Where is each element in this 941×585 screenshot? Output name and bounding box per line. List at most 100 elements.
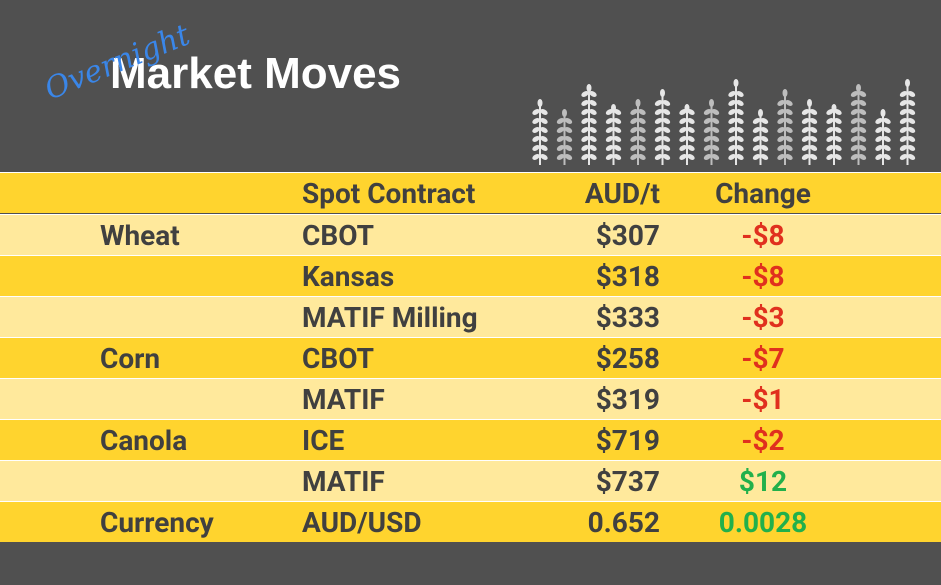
wheat-part bbox=[758, 109, 763, 117]
wheat-part bbox=[630, 118, 638, 124]
wheat-part bbox=[899, 118, 908, 124]
header: Market Moves Overnight bbox=[40, 17, 916, 165]
wheat-part bbox=[834, 136, 842, 142]
wheat-part bbox=[760, 154, 769, 160]
wheat-part bbox=[801, 136, 810, 142]
wheat-part bbox=[785, 154, 793, 160]
wheat-part bbox=[899, 100, 908, 106]
wheat-part bbox=[613, 109, 622, 115]
wheat-part bbox=[564, 154, 573, 160]
wheat-part bbox=[733, 79, 739, 87]
wheat-part bbox=[589, 91, 597, 97]
wheat-part bbox=[899, 136, 908, 142]
wheat-part bbox=[540, 154, 548, 160]
wheat-part bbox=[654, 118, 663, 124]
wheat-part bbox=[540, 109, 548, 115]
wheat-part bbox=[654, 136, 663, 142]
wheat-part bbox=[711, 145, 720, 151]
change: 0.0028 bbox=[718, 506, 808, 539]
wheat-part bbox=[662, 127, 671, 133]
wheat-part bbox=[728, 136, 736, 142]
wheat-part bbox=[581, 136, 589, 142]
wheat-part bbox=[630, 109, 638, 115]
wheat-part bbox=[611, 104, 616, 112]
wheat-part bbox=[883, 127, 891, 133]
wheat-part bbox=[586, 84, 592, 92]
wheat-part bbox=[556, 145, 565, 151]
wheat-part bbox=[826, 145, 834, 151]
wheat-part bbox=[907, 136, 916, 142]
wheat-part bbox=[654, 154, 663, 160]
wheat-part bbox=[556, 118, 565, 124]
wheat-part bbox=[589, 100, 597, 106]
wheat-part bbox=[687, 154, 695, 160]
wheat-part bbox=[679, 136, 687, 142]
wheat-part bbox=[883, 145, 891, 151]
wheat-part bbox=[662, 109, 671, 115]
price: $719 bbox=[595, 424, 660, 457]
wheat-part bbox=[801, 118, 810, 124]
wheat-part bbox=[711, 154, 720, 160]
wheat-part bbox=[711, 109, 720, 115]
wheat-part bbox=[777, 145, 785, 151]
wheat-part bbox=[532, 136, 540, 142]
wheat-part bbox=[875, 145, 883, 151]
wheat-part bbox=[777, 118, 785, 124]
commodity: Wheat bbox=[100, 219, 180, 252]
change: -$2 bbox=[741, 424, 785, 457]
wheat-part bbox=[540, 118, 548, 124]
wheat-part bbox=[581, 145, 589, 151]
wheat-part bbox=[777, 100, 785, 106]
wheat-part bbox=[638, 145, 646, 151]
commodity: Currency bbox=[100, 506, 214, 539]
wheat-part bbox=[834, 154, 842, 160]
wheat-part bbox=[589, 136, 597, 142]
wheat-part bbox=[858, 145, 867, 151]
wheat-part bbox=[679, 118, 687, 124]
wheat-part bbox=[834, 127, 842, 133]
wheat-part bbox=[777, 109, 785, 115]
wheat-part bbox=[532, 127, 540, 133]
wheat-part bbox=[752, 127, 761, 133]
wheat-part bbox=[826, 154, 834, 160]
table-row: Kansas $318 -$8 bbox=[0, 255, 941, 296]
price: $737 bbox=[595, 465, 660, 498]
wheat-part bbox=[654, 100, 663, 106]
wheat-part bbox=[605, 154, 614, 160]
contract: CBOT bbox=[302, 342, 374, 375]
wheat-part bbox=[613, 154, 622, 160]
wheat-part bbox=[581, 100, 589, 106]
change: -$7 bbox=[741, 342, 785, 375]
wheat-part bbox=[613, 127, 622, 133]
wheat-icons bbox=[532, 79, 916, 165]
change: -$3 bbox=[741, 301, 785, 334]
wheat-part bbox=[826, 109, 834, 115]
wheat-part bbox=[850, 136, 859, 142]
wheat-part bbox=[834, 118, 842, 124]
wheat-part bbox=[654, 145, 663, 151]
wheat-part bbox=[807, 99, 812, 107]
wheat-part bbox=[801, 145, 810, 151]
wheat-part bbox=[826, 127, 834, 133]
wheat-part bbox=[684, 104, 690, 112]
wheat-part bbox=[556, 136, 565, 142]
contract: ICE bbox=[302, 424, 345, 457]
table-row: MATIF Milling $333 -$3 bbox=[0, 296, 941, 337]
wheat-part bbox=[883, 136, 891, 142]
wheat-part bbox=[556, 154, 565, 160]
contract: Kansas bbox=[302, 260, 395, 293]
wheat-part bbox=[801, 154, 810, 160]
wheat-part bbox=[654, 127, 663, 133]
wheat-part bbox=[858, 136, 867, 142]
wheat-part bbox=[564, 118, 573, 124]
wheat-part bbox=[736, 154, 744, 160]
wheat-part bbox=[875, 136, 883, 142]
wheat-part bbox=[785, 118, 793, 124]
wheat-part bbox=[831, 104, 837, 112]
wheat-part bbox=[736, 100, 744, 106]
wheat-part bbox=[711, 118, 720, 124]
wheat-part bbox=[581, 154, 589, 160]
table-row: Corn CBOT $258 -$7 bbox=[0, 337, 941, 378]
commodity: Canola bbox=[100, 424, 188, 457]
